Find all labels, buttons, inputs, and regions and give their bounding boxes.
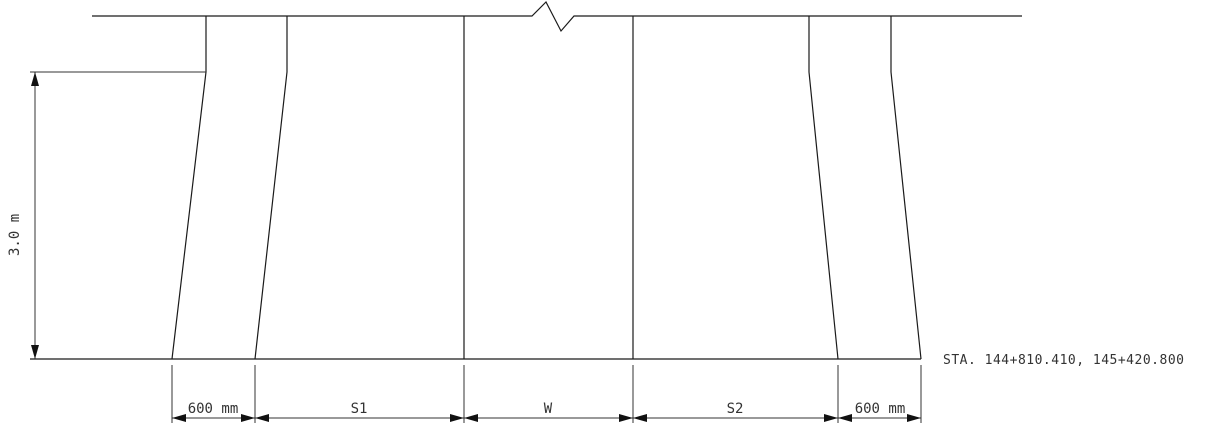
top-ground-line-with-break: [92, 0, 1022, 33]
height-dimension-label: 3.0 m: [7, 214, 23, 256]
height-arrow-bottom: [31, 345, 39, 359]
left-outer-wall-line: [171, 16, 207, 360]
dim-left-600mm: 600 mm: [188, 401, 239, 417]
station-label: STA. 144+810.410, 145+420.800: [943, 353, 1184, 368]
bottom-dimension-arrows: [172, 414, 921, 422]
dim-right-600mm: 600 mm: [855, 401, 906, 417]
left-inner-wall-line: [254, 16, 288, 360]
dim-w: W: [544, 401, 553, 417]
dim-s1: S1: [351, 401, 368, 417]
right-inner-wall-line: [808, 16, 839, 360]
height-arrow-top: [31, 72, 39, 86]
dim-s2: S2: [727, 401, 744, 417]
right-outer-wall-line: [890, 16, 922, 360]
